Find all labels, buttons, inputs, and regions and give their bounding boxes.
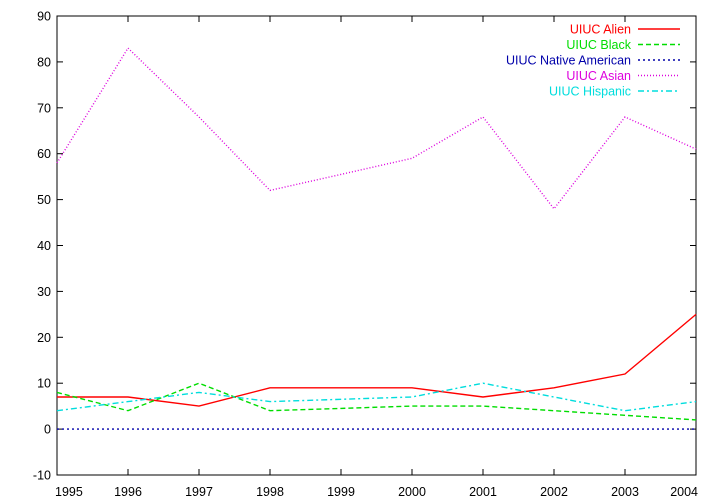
legend-label: UIUC Black [566, 38, 631, 52]
x-tick-label: 1999 [327, 485, 355, 499]
legend-label: UIUC Asian [566, 69, 631, 83]
y-tick-label: 90 [37, 10, 51, 24]
legend-label: UIUC Alien [570, 23, 631, 37]
x-tick-label: 2003 [611, 485, 639, 499]
legend-label: UIUC Hispanic [549, 85, 631, 99]
y-tick-label: 0 [44, 423, 51, 437]
series-line-uiuc-alien [57, 313, 697, 407]
x-tick-label: 2004 [670, 485, 698, 499]
y-tick-label: 70 [37, 101, 51, 115]
y-tick-label: -10 [33, 469, 51, 483]
x-tick-label: 2001 [469, 485, 497, 499]
y-tick-label: 80 [37, 55, 51, 69]
x-tick-label: 2002 [540, 485, 568, 499]
x-tick-label: 1996 [114, 485, 142, 499]
legend-label: UIUC Native American [506, 54, 631, 68]
y-tick-label: 40 [37, 239, 51, 253]
y-tick-label: 20 [37, 331, 51, 345]
x-tick-label: 1998 [256, 485, 284, 499]
x-tick-label: 1997 [185, 485, 213, 499]
axis-ticks: -10 0 10 20 30 40 50 60 70 80 90 1995 1996 1997 1998 19… [33, 10, 698, 500]
x-tick-label: 1995 [55, 485, 83, 499]
y-tick-label: 30 [37, 285, 51, 299]
y-tick-label: 50 [37, 193, 51, 207]
x-tick-label: 2000 [398, 485, 426, 499]
y-tick-label: 10 [37, 377, 51, 391]
y-tick-label: 60 [37, 147, 51, 161]
series-line-uiuc-black [56, 382, 697, 421]
series-layer [56, 46, 697, 430]
series-line-uiuc-hispanic [56, 382, 697, 412]
